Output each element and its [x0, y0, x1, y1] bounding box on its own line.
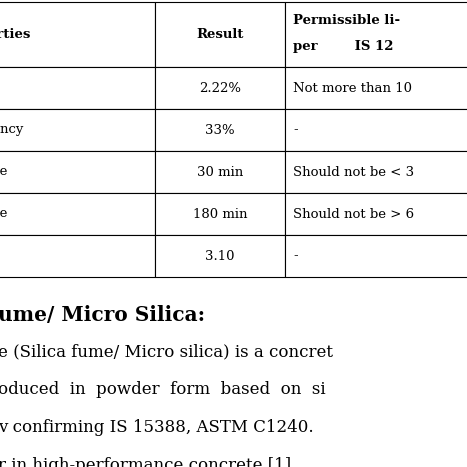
Text: ng Time: ng Time: [0, 165, 7, 178]
Text: 180 min: 180 min: [193, 207, 247, 220]
Text: 2.22%: 2.22%: [199, 82, 241, 94]
Bar: [285, 109, 467, 151]
Bar: [155, 235, 285, 277]
Text: 30 min: 30 min: [197, 165, 243, 178]
Text: Permissible li-: Permissible li-: [293, 14, 400, 27]
Bar: [0, 2, 155, 67]
Text: Should not be < 3: Should not be < 3: [293, 165, 414, 178]
Bar: [285, 193, 467, 235]
Bar: [285, 67, 467, 109]
Text: Not more than 10: Not more than 10: [293, 82, 412, 94]
Bar: [155, 109, 285, 151]
Text: 3.10: 3.10: [205, 249, 235, 262]
Bar: [155, 2, 285, 67]
Bar: [0, 151, 155, 193]
Bar: [0, 235, 155, 277]
Text: -: -: [293, 123, 297, 136]
Text: Should not be > 6: Should not be > 6: [293, 207, 414, 220]
Text: r in high-performance concrete [1].: r in high-performance concrete [1].: [0, 457, 297, 467]
Text: ng Time: ng Time: [0, 207, 7, 220]
Bar: [0, 67, 155, 109]
Bar: [285, 235, 467, 277]
Text: 33%: 33%: [205, 123, 235, 136]
Text: Result: Result: [196, 28, 244, 41]
Text: onsistency: onsistency: [0, 123, 23, 136]
Bar: [0, 109, 155, 151]
Text: per        IS 12: per IS 12: [293, 40, 394, 53]
Text: oduced  in  powder  form  based  on  si: oduced in powder form based on si: [0, 381, 325, 398]
Text: ume/ Micro Silica:: ume/ Micro Silica:: [0, 305, 205, 325]
Text: e (Silica fume/ Micro silica) is a concret: e (Silica fume/ Micro silica) is a concr…: [0, 343, 333, 360]
Bar: [155, 193, 285, 235]
Bar: [0, 193, 155, 235]
Bar: [155, 151, 285, 193]
Text: v confirming IS 15388, ASTM C1240.: v confirming IS 15388, ASTM C1240.: [0, 419, 314, 436]
Bar: [285, 2, 467, 67]
Text: -: -: [293, 249, 297, 262]
Bar: [285, 151, 467, 193]
Text: Properties: Properties: [0, 28, 30, 41]
Bar: [155, 67, 285, 109]
